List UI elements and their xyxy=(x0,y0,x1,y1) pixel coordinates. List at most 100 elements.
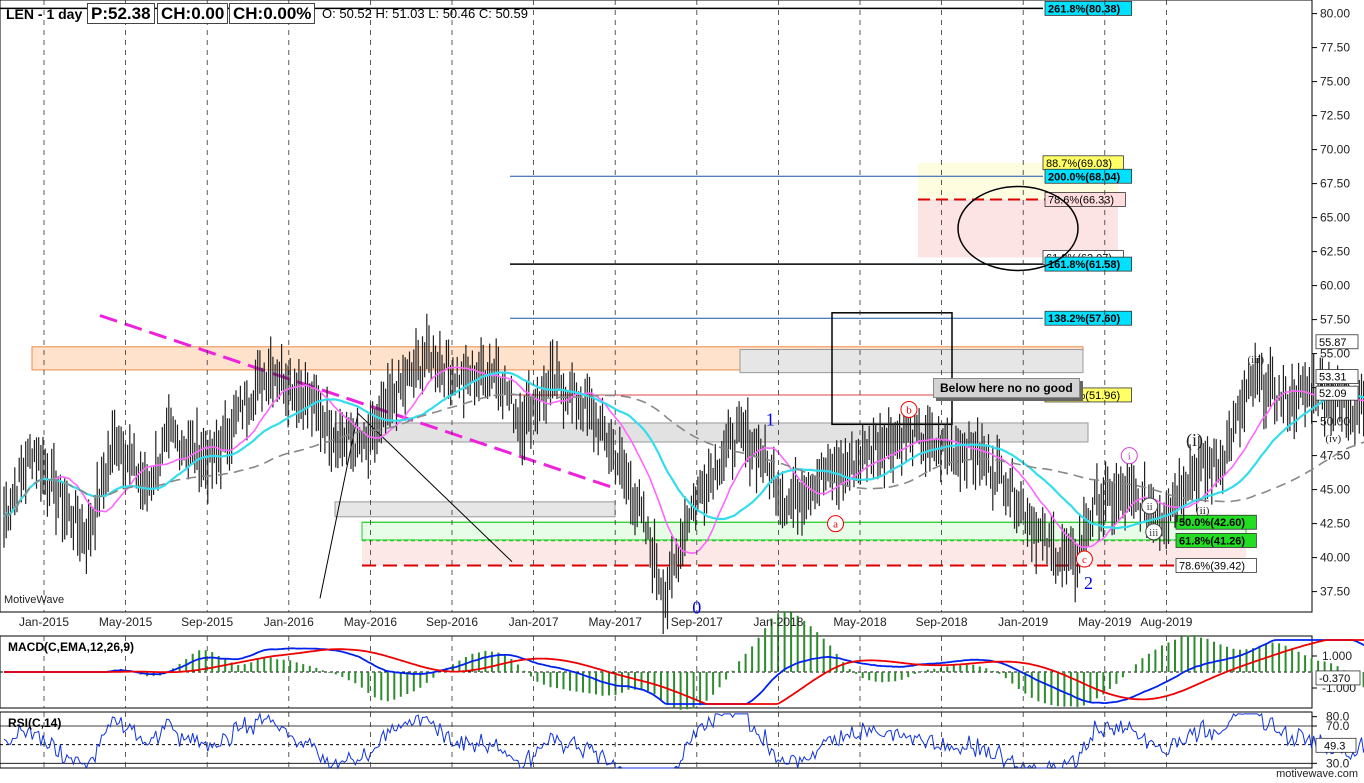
y-tick-label: 75.00 xyxy=(1320,75,1350,89)
y-tick-label: 60.00 xyxy=(1320,279,1350,293)
y-tick-label: 67.50 xyxy=(1320,177,1350,191)
brand-label: MotiveWave xyxy=(4,594,65,606)
macd-tick-label: 1.000 xyxy=(1322,649,1352,663)
fib-label: 161.8%(61.58) xyxy=(1048,259,1120,271)
x-tick-label: Jan-2017 xyxy=(509,615,559,629)
y-tick-label: 37.50 xyxy=(1320,585,1350,599)
ohlc-readout: O: 50.52 H: 51.03 L: 50.46 C: 50.59 xyxy=(322,6,528,21)
fib-label: 50.0%(42.60) xyxy=(1179,517,1245,529)
brand-url: motivewave.com xyxy=(1276,768,1358,780)
change-pct-box: CH:0.00% xyxy=(229,3,316,24)
wave-label: i xyxy=(1128,451,1131,463)
macd-panel: 1.000-1.000-0.370 xyxy=(0,611,1364,710)
y-tick-label: 80.00 xyxy=(1320,7,1350,21)
fib-label: 78.6%(66.33) xyxy=(1048,195,1114,207)
rsi-line xyxy=(3,712,1364,770)
wave-b-ellipse xyxy=(957,185,1079,272)
trend-line xyxy=(99,314,616,490)
moving-average-line xyxy=(3,371,1364,530)
price-tag xyxy=(1315,369,1359,384)
wave-label: (ii) xyxy=(1196,505,1210,517)
consolidation-box xyxy=(831,312,953,426)
rsi-frame xyxy=(0,711,1313,769)
no-good-note: Below here no no good xyxy=(933,378,1080,398)
wave-label-circle xyxy=(1075,550,1093,568)
moving-average-line xyxy=(3,393,1364,518)
y-tick-label: 62.50 xyxy=(1320,245,1350,259)
fib-label-box xyxy=(1044,1,1132,16)
wave-line xyxy=(319,413,359,599)
y-tick-label: 65.00 xyxy=(1320,211,1350,225)
wave-label-circle xyxy=(1145,523,1163,541)
fib-label: 138.2%(57.60) xyxy=(1048,313,1120,325)
change-box: CH:0.00 xyxy=(157,3,229,24)
price-tag xyxy=(1315,670,1361,686)
wave-label: b xyxy=(906,404,912,416)
wave-label: (i) xyxy=(1186,430,1203,451)
x-tick-label: Aug-2019 xyxy=(1140,615,1192,629)
price-tag-label: 52.09 xyxy=(1319,388,1347,400)
symbol-label: LEN - 1 day xyxy=(6,6,83,22)
x-tick-label: Sep-2017 xyxy=(671,615,723,629)
price-box: P:52.38 xyxy=(87,3,155,24)
x-tick-label: Jan-2015 xyxy=(19,615,69,629)
x-tick-label: Sep-2018 xyxy=(916,615,968,629)
price-tag-label: -0.370 xyxy=(1319,673,1350,685)
x-tick-label: May-2015 xyxy=(99,615,153,629)
price-tag xyxy=(1315,334,1359,350)
fib-label-box xyxy=(1044,168,1132,184)
gray-zone-left xyxy=(334,501,616,518)
fib-zone-green xyxy=(361,521,1247,541)
fib-label-box xyxy=(1044,256,1132,272)
y-tick-label: 72.50 xyxy=(1320,109,1350,123)
price-tag-label: 53.31 xyxy=(1319,372,1347,384)
price-panel: 37.5040.0042.5045.0047.5050.0052.5055.00… xyxy=(0,0,1364,634)
fib-label: 261.8%(80.38) xyxy=(1048,3,1120,15)
y-tick-label: 77.50 xyxy=(1320,41,1350,55)
y-tick-label: 45.00 xyxy=(1320,483,1350,497)
fib-label-box xyxy=(1044,310,1132,326)
x-tick-label: Jan-2019 xyxy=(998,615,1048,629)
fib-label-box xyxy=(1175,533,1257,548)
fib-zone-pink xyxy=(362,540,1246,566)
fib-label: 88.7%(69.03) xyxy=(1046,158,1112,170)
wave-label: ii xyxy=(1147,501,1153,513)
y-tick-label: 55.00 xyxy=(1320,347,1350,361)
wave-line xyxy=(357,413,513,563)
y-tick-label: 42.50 xyxy=(1320,517,1350,531)
fib-label-box xyxy=(1175,514,1257,530)
fib-label: 200.0%(68.04) xyxy=(1048,171,1120,183)
rsi-tick-label: 80.0 xyxy=(1326,710,1350,724)
wave-label-circle xyxy=(1120,447,1138,465)
y-tick-label: 57.50 xyxy=(1320,313,1350,327)
x-tick-label: Jan-2018 xyxy=(753,615,803,629)
fib-label-box xyxy=(1175,558,1257,573)
x-tick-label: Sep-2016 xyxy=(426,615,478,629)
wave-label: (iv) xyxy=(1325,433,1341,445)
x-tick-label: May-2017 xyxy=(589,615,643,629)
resistance-zone-gray xyxy=(739,349,1084,374)
y-tick-label: 40.00 xyxy=(1320,551,1350,565)
x-tick-label: May-2016 xyxy=(344,615,398,629)
rsi-panel: 80.070.0 30.0 49.3 xyxy=(0,710,1364,770)
wave-label-circle xyxy=(827,515,845,533)
price-tag xyxy=(1315,737,1357,753)
macd-signal-line xyxy=(4,639,1364,705)
fib-label: 78.6%(39.42) xyxy=(1179,560,1245,572)
x-tick-label: Jan-2016 xyxy=(264,615,314,629)
price-tag-label: 55.87 xyxy=(1319,337,1347,349)
y-tick-label: 70.00 xyxy=(1320,143,1350,157)
price-tag xyxy=(1315,385,1359,401)
x-tick-label: May-2018 xyxy=(833,615,887,629)
x-tick-label: May-2019 xyxy=(1078,615,1132,629)
wave-label: iii xyxy=(1149,527,1158,539)
x-tick-label: Sep-2015 xyxy=(181,615,233,629)
wave-label: 0 xyxy=(692,597,701,617)
price-frame xyxy=(0,0,1313,613)
rsi-tick-label: 70.0 xyxy=(1326,719,1350,733)
wave-label: a xyxy=(833,519,838,531)
rsi-tick-label: 30.0 xyxy=(1326,756,1350,770)
wave-label: 1 xyxy=(766,410,775,430)
price-tag-label: 49.3 xyxy=(1324,740,1345,752)
